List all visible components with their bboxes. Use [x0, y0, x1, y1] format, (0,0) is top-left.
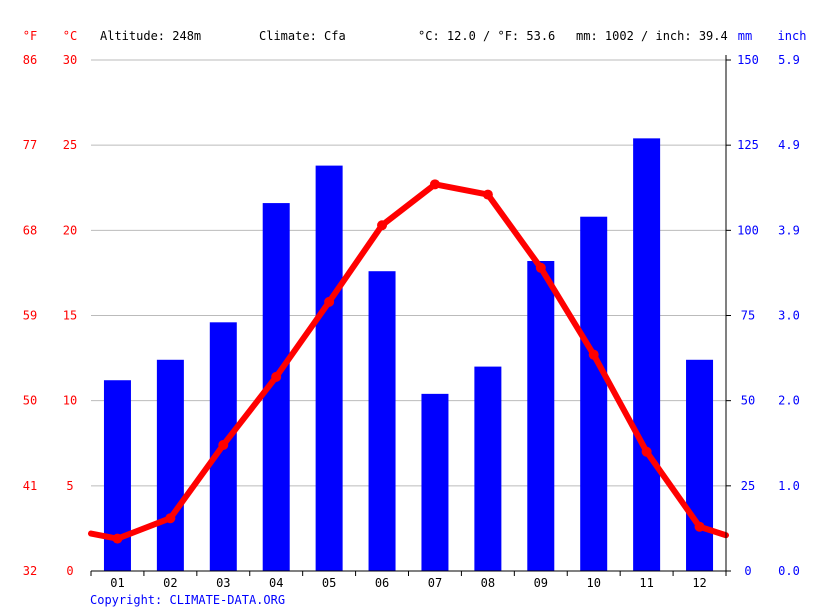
precipitation-bar — [315, 165, 343, 571]
unit-mm-label: mm — [738, 29, 752, 43]
x-tick-label: 09 — [534, 576, 548, 590]
temperature-point — [324, 296, 335, 307]
x-tick-label: 01 — [110, 576, 124, 590]
celsius-tick-label: 20 — [63, 223, 77, 237]
inch-tick-label: 2.0 — [778, 394, 800, 408]
climate-label: Climate: Cfa — [259, 29, 346, 43]
temperature-point — [694, 521, 705, 532]
mm-tick-label: 0 — [744, 564, 751, 578]
unit-celsius-label: °C — [63, 29, 77, 43]
temperature-point — [482, 189, 493, 200]
mm-tick-label: 150 — [737, 53, 759, 67]
precipitation-bar — [156, 359, 184, 571]
x-tick-label: 04 — [269, 576, 283, 590]
x-tick-label: 07 — [428, 576, 442, 590]
precipitation-bar — [474, 366, 502, 571]
copyright-label: Copyright: CLIMATE-DATA.ORG — [90, 593, 285, 607]
precipitation-bar — [686, 359, 714, 571]
x-tick-label: 02 — [163, 576, 177, 590]
fahrenheit-tick-label: 32 — [23, 564, 37, 578]
x-tick-label: 08 — [481, 576, 495, 590]
x-tick-label: 03 — [216, 576, 230, 590]
x-tick-label: 11 — [639, 576, 653, 590]
inch-tick-label: 3.0 — [778, 309, 800, 323]
celsius-tick-label: 25 — [63, 138, 77, 152]
unit-inch-label: inch — [778, 29, 807, 43]
precipitation-bar — [527, 260, 555, 571]
precipitation-bar — [421, 393, 449, 571]
temperature-point — [112, 533, 123, 544]
unit-fahrenheit-label: °F — [23, 29, 37, 43]
temperature-point — [641, 446, 652, 457]
fahrenheit-tick-label: 50 — [23, 394, 37, 408]
temperature-point — [377, 220, 388, 231]
mm-tick-label: 25 — [741, 479, 755, 493]
grid-lines — [91, 59, 726, 487]
precipitation-bar — [580, 216, 608, 571]
celsius-tick-label: 30 — [63, 53, 77, 67]
mm-tick-label: 75 — [741, 309, 755, 323]
temperature-point — [535, 262, 546, 273]
average-temperature-label: °C: 12.0 / °F: 53.6 — [418, 29, 555, 43]
x-tick-label: 10 — [586, 576, 600, 590]
inch-tick-label: 1.0 — [778, 479, 800, 493]
inch-tick-label: 4.9 — [778, 138, 800, 152]
x-tick-label: 06 — [375, 576, 389, 590]
annual-precipitation-label: mm: 1002 / inch: 39.4 — [576, 29, 728, 43]
inch-tick-label: 0.0 — [778, 564, 800, 578]
mm-tick-label: 100 — [737, 223, 759, 237]
fahrenheit-tick-label: 86 — [23, 53, 37, 67]
x-tick-label: 12 — [692, 576, 706, 590]
temperature-point — [588, 349, 599, 360]
chart-axes — [90, 55, 731, 576]
temperature-point — [271, 371, 282, 382]
altitude-label: Altitude: 248m — [100, 29, 201, 43]
axis-labels: 01 02 03 04 05 06 07 08 09 10 11 12 32 0 0 0.0 41 5 25 1.0 5… — [23, 53, 800, 590]
temperature-point — [165, 513, 176, 524]
fahrenheit-tick-label: 68 — [23, 223, 37, 237]
mm-tick-label: 125 — [737, 138, 759, 152]
fahrenheit-tick-label: 77 — [23, 138, 37, 152]
inch-tick-label: 3.9 — [778, 223, 800, 237]
precipitation-bar — [368, 271, 396, 571]
fahrenheit-tick-label: 59 — [23, 309, 37, 323]
celsius-tick-label: 10 — [63, 394, 77, 408]
temperature-point — [429, 179, 440, 190]
temperature-line — [88, 179, 729, 544]
mm-tick-label: 50 — [741, 394, 755, 408]
celsius-tick-label: 5 — [66, 479, 73, 493]
celsius-tick-label: 15 — [63, 309, 77, 323]
precipitation-bar — [633, 138, 661, 571]
temperature-point — [218, 439, 229, 450]
celsius-tick-label: 0 — [66, 564, 73, 578]
temperature-series-line — [88, 181, 729, 542]
x-tick-label: 05 — [322, 576, 336, 590]
fahrenheit-tick-label: 41 — [23, 479, 37, 493]
inch-tick-label: 5.9 — [778, 53, 800, 67]
